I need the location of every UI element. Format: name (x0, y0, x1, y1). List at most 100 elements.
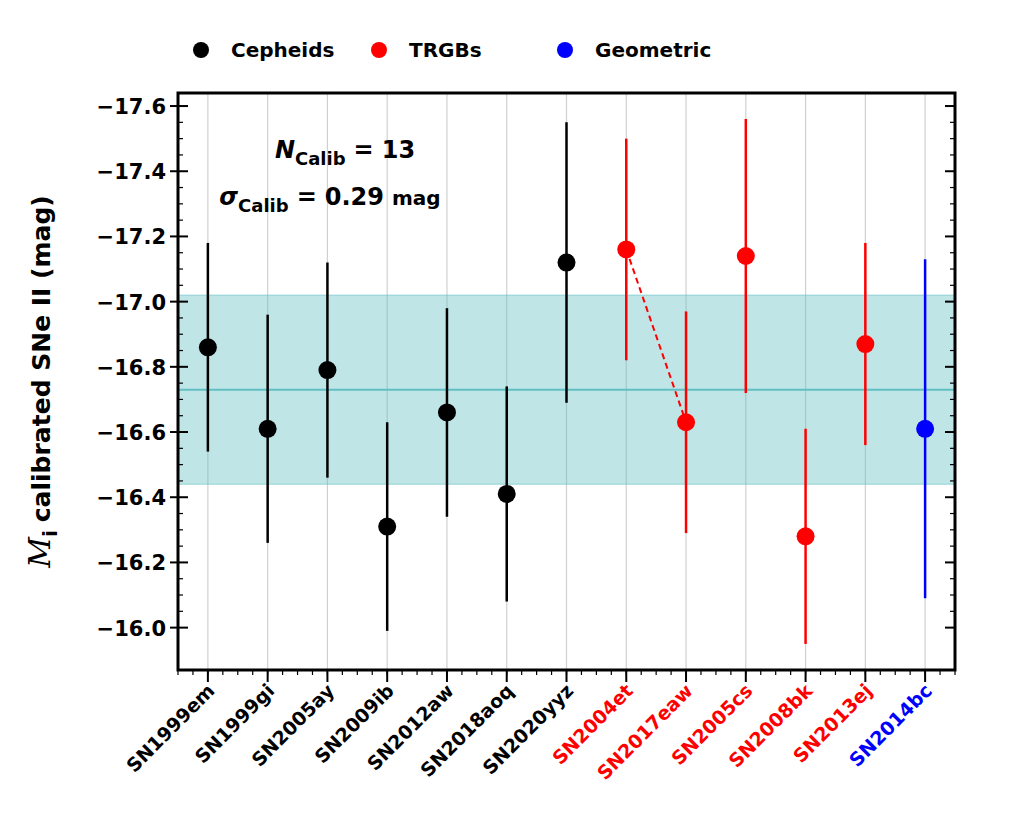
y-minor-tick (178, 187, 183, 188)
y-minor-tick (178, 138, 183, 139)
y-tick (945, 235, 955, 237)
x-minor-tick (402, 670, 403, 675)
y-minor-tick (950, 464, 955, 465)
x-minor-tick (611, 670, 612, 675)
x-tick (326, 670, 328, 682)
data-point (259, 420, 277, 438)
annotation-relation: = (297, 183, 317, 211)
y-minor-tick (950, 399, 955, 400)
y-minor-tick (178, 594, 183, 595)
x-minor-tick (536, 670, 537, 675)
y-tick (178, 431, 188, 433)
x-tick (386, 670, 388, 682)
y-axis-label: Micalibrated SNe II (mag) (22, 195, 62, 569)
y-minor-tick (950, 578, 955, 579)
y-tick-label: −17.6 (97, 95, 166, 119)
y-minor-tick (178, 448, 183, 449)
data-point (677, 413, 695, 431)
annotation-relation: = (354, 136, 374, 164)
legend-label: Cepheids (231, 38, 334, 62)
y-tick (170, 496, 178, 498)
y-tick-label: −17.2 (97, 225, 166, 249)
x-minor-tick (476, 670, 477, 675)
annotation-symbol: σ (219, 183, 238, 211)
legend-marker (193, 42, 209, 58)
y-minor-tick (950, 480, 955, 481)
y-tick-label: −16.8 (97, 356, 166, 380)
data-point (558, 254, 576, 272)
x-minor-tick (416, 670, 417, 675)
link-line (626, 249, 686, 422)
annotation: σCalib=0.29mag (219, 183, 440, 216)
y-tick (178, 235, 188, 237)
y-minor-tick (950, 122, 955, 123)
y-tick (945, 301, 955, 303)
legend-marker (371, 42, 387, 58)
x-minor-tick (581, 670, 582, 675)
data-group (178, 119, 955, 644)
chart: −17.6−17.4−17.2−17.0−16.8−16.6−16.4−16.2… (0, 0, 1024, 838)
y-minor-tick (950, 594, 955, 595)
data-point (737, 247, 755, 265)
y-minor-tick (950, 154, 955, 155)
x-tick (566, 670, 568, 682)
y-minor-tick (950, 529, 955, 530)
y-minor-tick (178, 480, 183, 481)
y-tick (178, 627, 188, 629)
x-minor-tick (342, 670, 343, 675)
x-minor-tick (954, 670, 955, 675)
y-minor-tick (178, 383, 183, 384)
y-minor-tick (950, 611, 955, 612)
y-minor-tick (178, 252, 183, 253)
x-minor-tick (670, 670, 671, 675)
y-tick (178, 561, 188, 563)
y-minor-tick (178, 285, 183, 286)
y-tick (170, 170, 178, 172)
x-minor-tick (641, 670, 642, 675)
x-minor-tick (491, 670, 492, 675)
data-point (916, 420, 934, 438)
grid-line (745, 93, 746, 670)
y-minor-tick (950, 252, 955, 253)
y-minor-tick (178, 415, 183, 416)
legend-label: Geometric (595, 38, 711, 62)
x-minor-tick (431, 670, 432, 675)
x-tick (805, 670, 807, 682)
grid-line (207, 93, 208, 670)
x-minor-tick (790, 670, 791, 675)
x-minor-tick (656, 670, 657, 675)
y-label-symbol: M (22, 536, 57, 569)
data-point (617, 240, 635, 258)
x-minor-tick (372, 670, 373, 675)
y-tick (945, 496, 955, 498)
x-tick (267, 670, 269, 682)
y-minor-tick (178, 334, 183, 335)
y-tick-label: −17.4 (97, 160, 166, 184)
x-tick (625, 670, 627, 682)
x-minor-tick (835, 670, 836, 675)
y-tick (945, 105, 955, 107)
y-minor-tick (178, 529, 183, 530)
y-minor-tick (950, 350, 955, 351)
x-minor-tick (760, 670, 761, 675)
x-minor-tick (551, 670, 552, 675)
y-tick (170, 366, 178, 368)
y-minor-tick (950, 187, 955, 188)
x-minor-tick (222, 670, 223, 675)
y-minor-tick (950, 383, 955, 384)
y-minor-tick (950, 415, 955, 416)
y-minor-tick (950, 138, 955, 139)
x-minor-tick (910, 670, 911, 675)
x-minor-tick (237, 670, 238, 675)
annotation-value: 13 (382, 136, 415, 164)
y-tick-label: −16.0 (97, 617, 166, 641)
y-tick (178, 366, 188, 368)
data-point (318, 361, 336, 379)
y-tick (945, 431, 955, 433)
y-minor-tick (178, 350, 183, 351)
y-minor-tick (178, 154, 183, 155)
x-minor-tick (895, 670, 896, 675)
y-minor-tick (950, 448, 955, 449)
x-minor-tick (715, 670, 716, 675)
x-tick (685, 670, 687, 682)
